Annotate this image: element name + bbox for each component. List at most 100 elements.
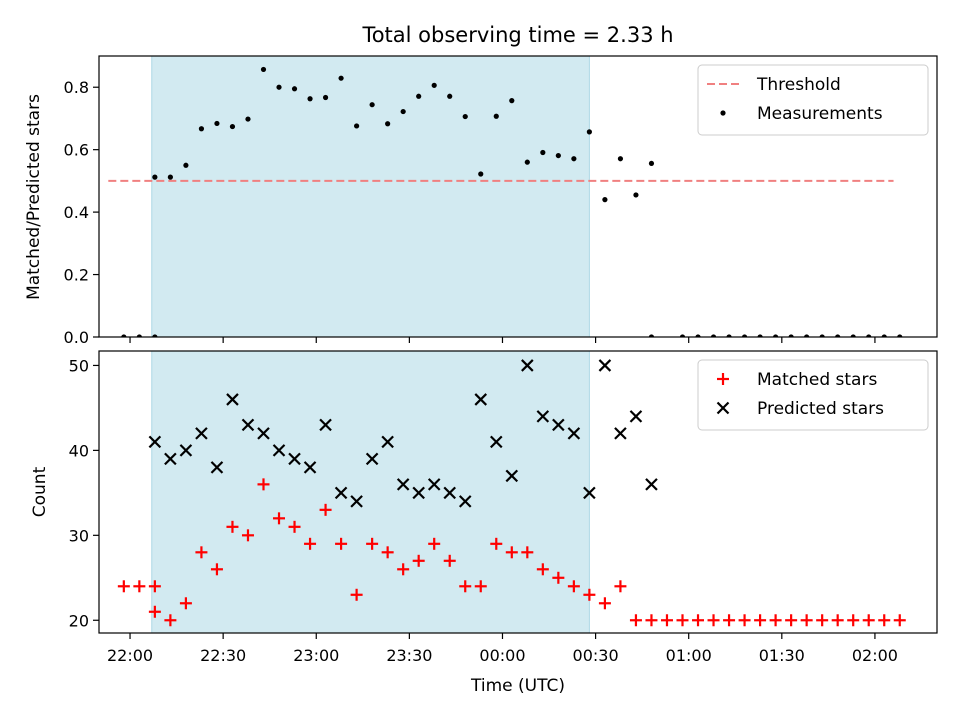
matched-star-point (273, 512, 286, 525)
x-tick-label: 22:00 (107, 646, 153, 665)
x-b (272, 444, 286, 457)
measurement-point (183, 162, 189, 168)
x-b (567, 427, 581, 440)
legend-label: Predicted stars (757, 399, 884, 419)
measurement-point (354, 123, 360, 129)
x-axis-label: Time (UTC) (470, 676, 565, 696)
top-panel: 0.0 0.2 0.4 0.6 0.8 Threshold Measurements (64, 55, 938, 347)
legend-label: Threshold (756, 75, 841, 95)
matched-star-point (536, 563, 549, 576)
matched-star-point (241, 529, 254, 542)
x-tick-label: 01:30 (759, 646, 805, 665)
matched-star-point (304, 537, 317, 550)
x-b (489, 435, 503, 449)
predicted-star-point (598, 359, 612, 372)
measurement-point (260, 66, 267, 73)
bottom-y-axis-label: Count (30, 466, 50, 517)
measurement-point (617, 156, 624, 162)
matched-star-point (785, 614, 798, 627)
y-tick-label: 0.4 (64, 203, 89, 222)
predicted-star-point (179, 444, 193, 457)
matched-star-point (226, 520, 239, 533)
measurement-point (509, 98, 515, 104)
measurement-point (478, 171, 484, 177)
x-b (210, 461, 224, 474)
measurement-point (416, 93, 422, 99)
predicted-star-point (427, 478, 441, 491)
matched-star-point (257, 478, 270, 491)
matched-star-point (893, 614, 906, 627)
x-b (164, 452, 177, 466)
measurement-point (633, 192, 639, 198)
predicted-star-point (195, 427, 208, 440)
x-b (396, 478, 410, 491)
x-b (536, 410, 550, 423)
matched-star-point (800, 614, 813, 627)
predicted-star-point (474, 393, 488, 406)
y-tick-label: 20 (69, 611, 89, 630)
measurement-point (571, 156, 577, 162)
matched-star-point (148, 580, 161, 593)
measurement-point (586, 129, 592, 135)
x-b (179, 444, 193, 457)
legend-box (697, 359, 929, 431)
matched-star-point (195, 546, 208, 559)
matched-star-point (350, 588, 363, 601)
measurement-point (493, 113, 499, 119)
predicted-star-point (319, 418, 332, 432)
y-tick-label: 0.0 (64, 328, 89, 347)
measurement-point (198, 126, 205, 132)
measurement-point (447, 93, 453, 99)
matched-star-point (676, 614, 689, 627)
measurement-point (338, 75, 344, 81)
measurement-point (850, 334, 856, 337)
matched-star-point (660, 614, 673, 627)
measurement-point (524, 159, 530, 165)
x-b (288, 452, 301, 466)
y-tick-label: 0.8 (64, 78, 89, 97)
measurement-point (369, 102, 375, 108)
matched-star-point (645, 614, 658, 627)
y-tick-label: 40 (69, 441, 89, 460)
predicted-star-point (365, 452, 379, 466)
x-b (443, 486, 456, 500)
predicted-star-point (505, 469, 519, 483)
predicted-star-point (226, 393, 239, 406)
measurement-point (307, 96, 313, 102)
matched-star-point (381, 546, 394, 559)
legend-box (697, 64, 929, 136)
predicted-star-point (443, 486, 456, 500)
measurement-point (757, 334, 763, 337)
measurement-point (291, 86, 298, 92)
measurement-point (152, 174, 158, 180)
top-axes-frame (98, 55, 938, 338)
measurement-point (400, 108, 406, 115)
legend-label: Matched stars (757, 370, 877, 390)
matched-star-point (319, 503, 332, 516)
measurement-point (167, 174, 173, 180)
matched-star-point (521, 546, 534, 559)
measurement-point (214, 120, 220, 127)
measurement-point (121, 334, 127, 337)
matched-star-point (505, 546, 518, 559)
measurement-point (835, 334, 841, 337)
x-b (552, 418, 565, 432)
x-b (427, 478, 441, 491)
x-tick-label: 23:30 (386, 646, 432, 665)
x-b (226, 393, 239, 406)
matched-star-point (847, 614, 860, 627)
matched-star-point (614, 580, 627, 593)
predicted-star-point (458, 495, 472, 508)
matched-star-point (707, 614, 720, 627)
measurement-point (136, 334, 142, 337)
measurement-point (648, 160, 655, 167)
x-b (521, 359, 534, 372)
x-b (334, 486, 348, 500)
predicted-star-point (583, 486, 596, 500)
bottom-axes-frame (98, 350, 938, 634)
matched-star-point (164, 614, 177, 627)
y-tick-label: 50 (69, 356, 89, 375)
matched-star-point (816, 614, 829, 627)
x-b (474, 393, 488, 406)
predicted-star-point (396, 478, 410, 491)
